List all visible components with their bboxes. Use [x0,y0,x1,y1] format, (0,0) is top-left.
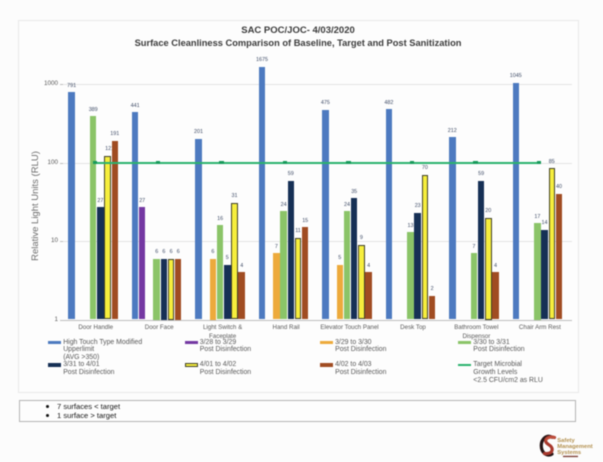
svg-text:Safety: Safety [557,438,575,444]
svg-text:Systems: Systems [557,450,581,456]
svg-text:Management: Management [557,444,593,450]
